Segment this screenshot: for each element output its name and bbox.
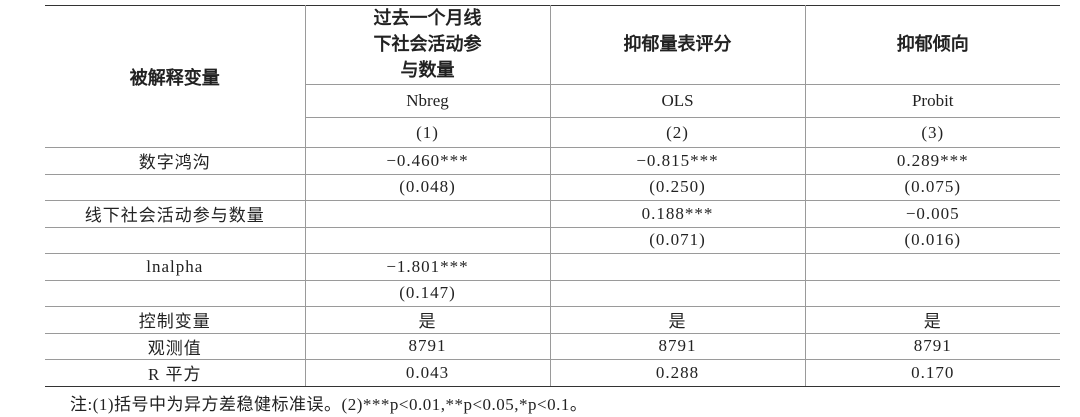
- cell: [804, 253, 1060, 281]
- cell: [304, 226, 551, 254]
- cell: (0.250): [549, 173, 806, 201]
- cell: 8791: [804, 332, 1060, 360]
- row-label: 控制变量: [45, 306, 306, 334]
- cell: 0.170: [804, 359, 1060, 387]
- cell: (0.075): [804, 173, 1060, 201]
- cell: 是: [304, 306, 551, 334]
- cell: −0.460***: [304, 147, 551, 175]
- data-row: (0.048) (0.250) (0.075): [45, 173, 1060, 201]
- data-row: (0.071) (0.016): [45, 226, 1060, 254]
- cell: 0.288: [549, 359, 806, 387]
- cell: [304, 200, 551, 228]
- data-row: 控制变量是是是: [45, 306, 1060, 334]
- cell: (0.016): [804, 226, 1060, 254]
- cell: −0.005: [804, 200, 1060, 228]
- cell: 0.043: [304, 359, 551, 387]
- row-label: [45, 173, 306, 201]
- regression-table: 被解释变量 过去一个月线下社会活动参与数量 抑郁量表评分 抑郁倾向 Nbreg …: [45, 5, 1060, 387]
- cell: [804, 279, 1060, 307]
- cell: 0.289***: [804, 147, 1060, 175]
- data-row: 线下社会活动参与数量 0.188*** −0.005: [45, 200, 1060, 228]
- row-label: lnalpha: [45, 253, 306, 281]
- data-row: 数字鸿沟 −0.460*** −0.815*** 0.289***: [45, 147, 1060, 175]
- column-header: 抑郁量表评分: [549, 5, 806, 85]
- row-label: 数字鸿沟: [45, 147, 306, 175]
- cell: 8791: [549, 332, 806, 360]
- cell: (0.147): [304, 279, 551, 307]
- cell: 0.188***: [549, 200, 806, 228]
- data-row: lnalpha −1.801***: [45, 253, 1060, 281]
- cell: −1.801***: [304, 253, 551, 281]
- row-label: R 平方: [45, 359, 306, 387]
- table-note: 注:(1)括号中为异方差稳健标准误。(2)***p<0.01,**p<0.05,…: [70, 395, 588, 414]
- data-row: (0.147): [45, 279, 1060, 307]
- header-row: 被解释变量 过去一个月线下社会活动参与数量 抑郁量表评分 抑郁倾向: [45, 5, 1060, 148]
- row-label: [45, 279, 306, 307]
- model-label: Nbreg: [305, 84, 551, 118]
- cell: −0.815***: [549, 147, 806, 175]
- cell: (0.071): [549, 226, 806, 254]
- model-label: OLS: [549, 84, 806, 118]
- data-row: 观测值 8791 8791 8791: [45, 332, 1060, 360]
- row-label: 线下社会活动参与数量: [45, 200, 306, 228]
- column-header: 过去一个月线下社会活动参与数量: [304, 5, 551, 85]
- cell: (0.048): [304, 173, 551, 201]
- cell: [549, 253, 806, 281]
- column-number: (3): [804, 117, 1060, 148]
- cell: [549, 279, 806, 307]
- cell: 是: [549, 306, 806, 334]
- model-row: Nbreg OLS Probit: [45, 84, 1060, 118]
- cell: 是: [804, 306, 1060, 334]
- row-label: 观测值: [45, 332, 306, 360]
- row-label: [45, 226, 306, 254]
- row-label-header: 被解释变量: [45, 5, 306, 148]
- table-body: 被解释变量 过去一个月线下社会活动参与数量 抑郁量表评分 抑郁倾向 Nbreg …: [45, 5, 1060, 387]
- cell: 8791: [304, 332, 551, 360]
- data-row: R 平方 0.043 0.288 0.170: [45, 359, 1060, 387]
- model-label: Probit: [804, 84, 1060, 118]
- number-row: (1) (2) (3): [45, 117, 1060, 148]
- column-header: 抑郁倾向: [804, 5, 1060, 85]
- column-number: (2): [549, 117, 806, 148]
- column-number: (1): [305, 117, 551, 148]
